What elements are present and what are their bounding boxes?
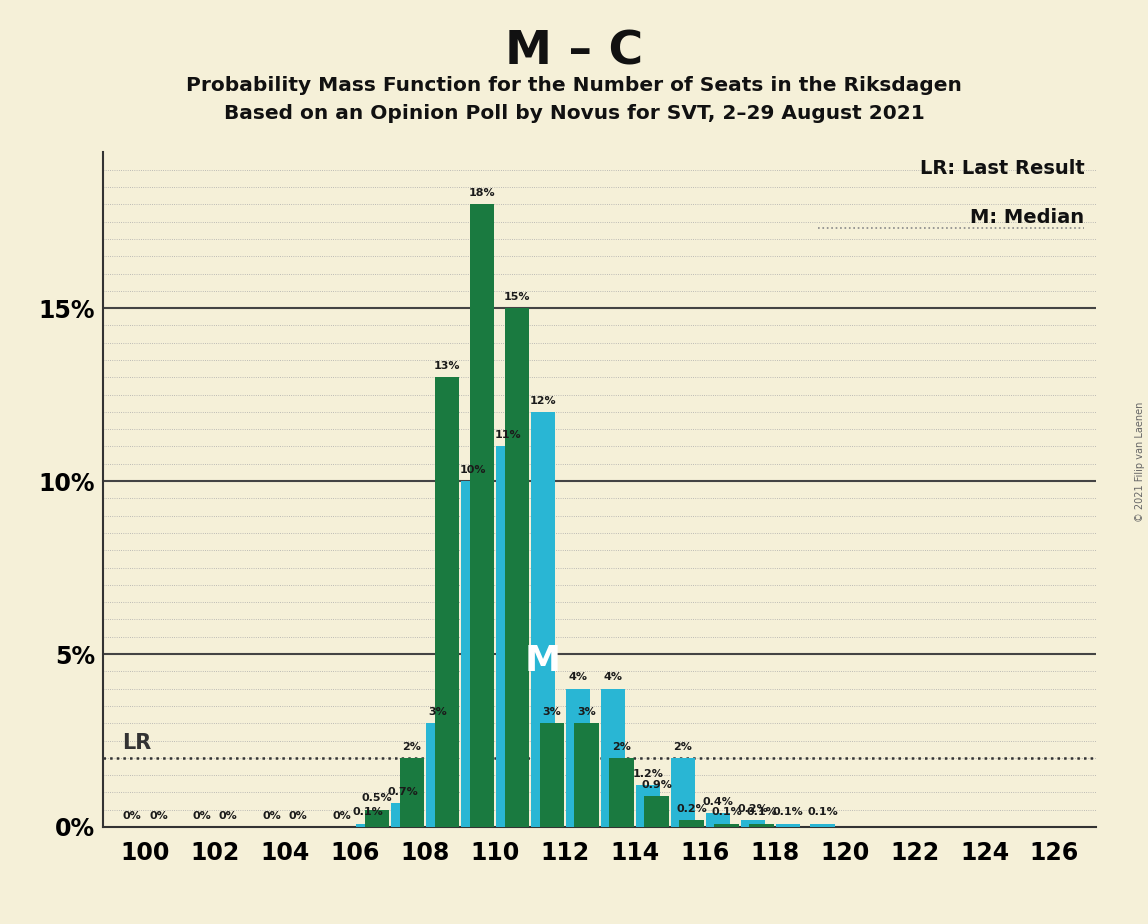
Bar [610, 758, 634, 827]
Text: 3%: 3% [577, 707, 596, 717]
Text: 13%: 13% [434, 361, 460, 371]
Text: 0.4%: 0.4% [703, 796, 734, 807]
Text: 3%: 3% [428, 707, 448, 717]
Bar [670, 758, 695, 827]
Text: M: M [525, 644, 561, 678]
Text: 0.5%: 0.5% [362, 794, 393, 804]
Text: 0%: 0% [333, 810, 351, 821]
Text: LR: LR [122, 733, 150, 753]
Bar [810, 823, 835, 827]
Text: 0%: 0% [219, 810, 238, 821]
Text: © 2021 Filip van Laenen: © 2021 Filip van Laenen [1134, 402, 1145, 522]
Text: 15%: 15% [504, 292, 530, 302]
Text: 0.2%: 0.2% [676, 804, 707, 814]
Text: 3%: 3% [542, 707, 561, 717]
Text: 2%: 2% [403, 742, 421, 751]
Text: 0%: 0% [193, 810, 211, 821]
Text: Probability Mass Function for the Number of Seats in the Riksdagen: Probability Mass Function for the Number… [186, 76, 962, 95]
Bar [706, 813, 730, 827]
Bar [426, 723, 450, 827]
Bar [470, 204, 494, 827]
Text: 0%: 0% [123, 810, 141, 821]
Bar [540, 723, 564, 827]
Text: 10%: 10% [460, 465, 487, 475]
Bar [680, 821, 704, 827]
Bar [636, 785, 660, 827]
Text: 2%: 2% [612, 742, 631, 751]
Bar [644, 796, 669, 827]
Bar [776, 823, 800, 827]
Bar [750, 823, 774, 827]
Text: Based on an Opinion Poll by Novus for SVT, 2–29 August 2021: Based on an Opinion Poll by Novus for SV… [224, 104, 924, 124]
Text: LR: Last Result: LR: Last Result [920, 159, 1085, 178]
Text: 0%: 0% [149, 810, 168, 821]
Bar [365, 809, 389, 827]
Bar [574, 723, 599, 827]
Bar [566, 688, 590, 827]
Bar [496, 446, 520, 827]
Text: 0.1%: 0.1% [746, 808, 777, 818]
Text: 0.1%: 0.1% [773, 808, 804, 818]
Bar [460, 481, 486, 827]
Bar [400, 758, 424, 827]
Text: 0%: 0% [289, 810, 308, 821]
Text: 0.1%: 0.1% [352, 808, 383, 818]
Text: 12%: 12% [529, 395, 557, 406]
Text: 0.2%: 0.2% [737, 804, 768, 814]
Bar [435, 377, 459, 827]
Text: 1.2%: 1.2% [633, 770, 664, 779]
Bar [740, 821, 765, 827]
Text: M: Median: M: Median [970, 208, 1085, 226]
Text: 2%: 2% [674, 742, 692, 751]
Text: 11%: 11% [495, 431, 521, 440]
Bar [505, 308, 529, 827]
Text: 0.7%: 0.7% [388, 786, 419, 796]
Text: 4%: 4% [604, 673, 622, 683]
Text: 4%: 4% [568, 673, 588, 683]
Bar [530, 412, 556, 827]
Text: 18%: 18% [468, 188, 495, 198]
Text: 0%: 0% [263, 810, 281, 821]
Bar [600, 688, 626, 827]
Bar [391, 803, 416, 827]
Text: 0.1%: 0.1% [712, 808, 742, 818]
Text: 0.1%: 0.1% [807, 808, 838, 818]
Text: M – C: M – C [505, 30, 643, 75]
Bar [356, 823, 380, 827]
Text: 0.9%: 0.9% [642, 780, 672, 790]
Bar [714, 823, 739, 827]
